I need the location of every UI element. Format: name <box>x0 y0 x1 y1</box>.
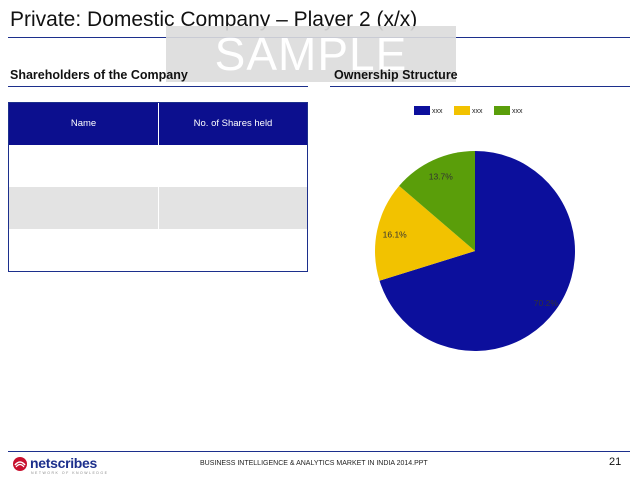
shareholders-divider <box>8 86 308 87</box>
legend-swatch-2 <box>454 106 470 115</box>
pie-slice-2 <box>375 185 475 281</box>
page-number: 21 <box>609 456 622 468</box>
logo-tagline: NETWORK OF KNOWLEDGE <box>31 471 109 475</box>
shareholders-table: Name No. of Shares held <box>8 102 308 272</box>
sample-watermark: SAMPLE <box>166 26 456 82</box>
pie-data-label-3: 13.7% <box>429 171 454 181</box>
legend-swatch-3 <box>494 106 510 115</box>
pie-slice-1 <box>379 151 575 351</box>
netscribes-logo-icon <box>13 457 27 471</box>
shareholders-heading: Shareholders of the Company <box>10 68 188 82</box>
legend-label-2: xxx <box>472 108 483 115</box>
legend-label-1: xxx <box>432 108 443 115</box>
pie-slice-3 <box>399 151 475 251</box>
footer-document-name: BUSINESS INTELLIGENCE & ANALYTICS MARKET… <box>200 460 428 467</box>
ownership-divider <box>330 86 630 87</box>
netscribes-logo: netscribes <box>30 455 98 471</box>
column-header-name: Name <box>70 118 97 129</box>
legend-label-3: xxx <box>512 108 523 115</box>
footer-divider <box>8 451 630 452</box>
ownership-heading: Ownership Structure <box>334 68 458 82</box>
slide-title: Private: Domestic Company – Player 2 (x/… <box>10 8 418 31</box>
pie-data-label-1: 70.2% <box>534 298 559 308</box>
row-column-divider <box>158 187 159 229</box>
header-column-divider <box>158 103 159 145</box>
column-header-shares: No. of Shares held <box>193 118 273 129</box>
pie-data-label-2: 16.1% <box>383 229 408 239</box>
legend-swatch-1 <box>414 106 430 115</box>
